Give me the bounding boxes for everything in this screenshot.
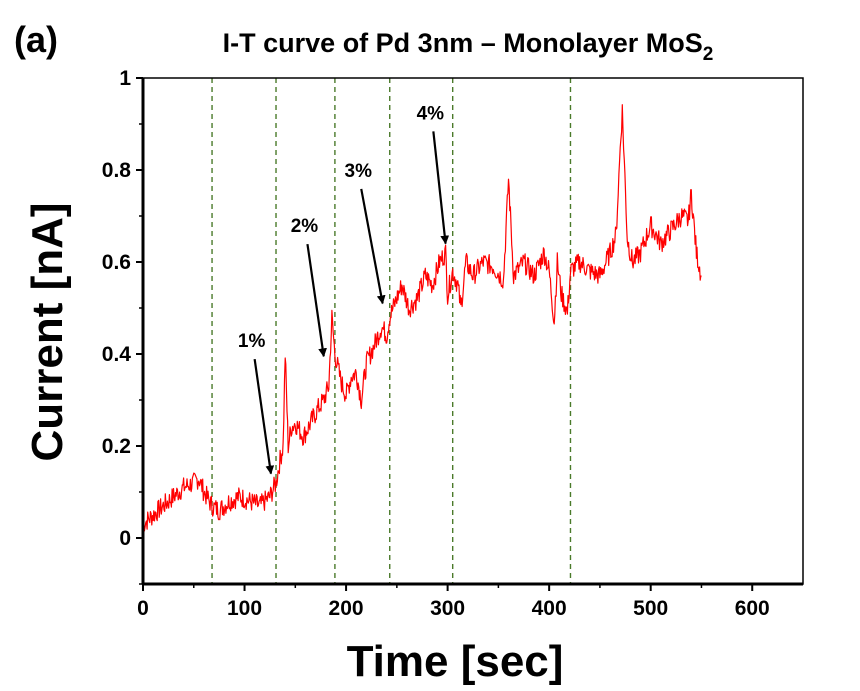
annotation-arrow-1	[306, 243, 327, 358]
annotation-label-2: 3%	[345, 161, 373, 182]
chart-title-subscript: 2	[703, 44, 714, 65]
x-tick-label-6: 600	[735, 597, 770, 620]
y-tick-label-5: 1	[119, 67, 131, 90]
x-tick-label-2: 200	[329, 597, 364, 620]
x-tick-label-3: 300	[430, 597, 465, 620]
y-tick-label-0: 0	[119, 527, 131, 550]
annotation-arrow-2	[360, 188, 386, 305]
annotations: 1% 2% 3% 4%	[238, 103, 450, 475]
x-tick-label-5: 500	[633, 597, 668, 620]
annotation-arrow-0	[253, 358, 275, 475]
vertical-markers	[211, 78, 572, 584]
y-ticks: 0 0.2 0.4 0.6 0.8 1	[102, 67, 143, 585]
x-tick-label-0: 0	[137, 597, 149, 620]
annotation-label-0: 1%	[238, 331, 266, 352]
panel-label: (a)	[14, 19, 58, 60]
y-tick-label-3: 0.6	[102, 251, 131, 274]
y-axis-title: Current [nA]	[23, 202, 72, 461]
chart-title-main: I-T curve of Pd 3nm – Monolayer MoS	[223, 28, 703, 58]
x-tick-label-4: 400	[532, 597, 567, 620]
x-tick-label-1: 100	[227, 597, 262, 620]
series-line-0	[142, 104, 702, 532]
x-ticks: 0 100 200 300 400 500 600	[137, 584, 770, 620]
y-tick-label-1: 0.2	[102, 435, 131, 458]
annotation-label-3: 4%	[417, 103, 445, 124]
y-tick-label-2: 0.4	[102, 343, 132, 366]
annotation-label-1: 2%	[291, 216, 319, 237]
chart-title: I-T curve of Pd 3nm – Monolayer MoS2	[223, 28, 714, 65]
annotation-arrow-3	[432, 131, 450, 245]
x-axis-title: Time [sec]	[347, 637, 564, 686]
series-group	[142, 104, 702, 532]
y-tick-label-4: 0.8	[102, 159, 132, 182]
